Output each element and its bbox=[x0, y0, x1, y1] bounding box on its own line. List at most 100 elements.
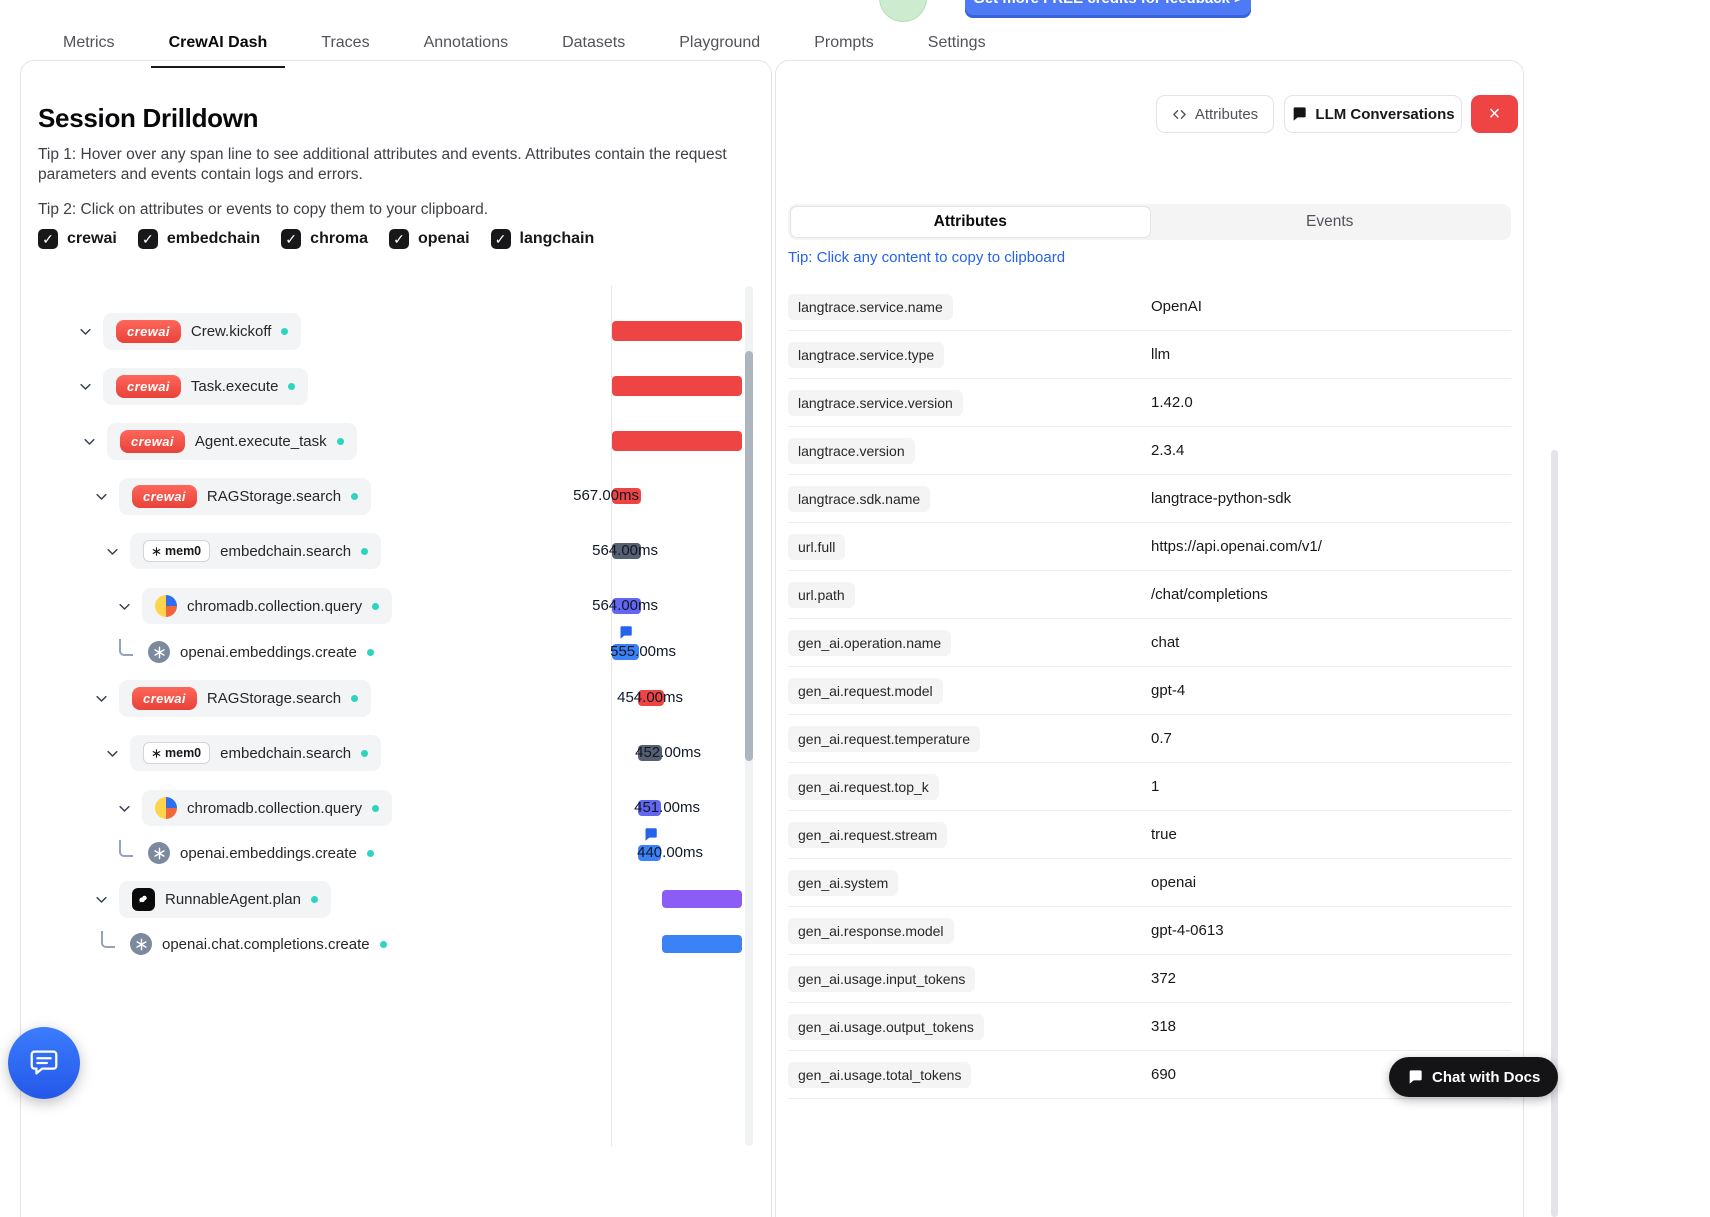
attr-key[interactable]: langtrace.service.version bbox=[788, 389, 963, 416]
attr-value[interactable]: 2.3.4 bbox=[1151, 442, 1185, 459]
chevron-down-icon[interactable] bbox=[105, 543, 121, 559]
attr-key[interactable]: gen_ai.system bbox=[788, 869, 899, 896]
attr-value[interactable]: llm bbox=[1151, 346, 1171, 363]
attributes-view-button[interactable]: Attributes bbox=[1156, 95, 1274, 133]
tab-datasets[interactable]: Datasets bbox=[562, 34, 626, 51]
span-duration-bar[interactable] bbox=[638, 745, 662, 761]
span-duration-bar[interactable] bbox=[638, 690, 664, 706]
span-duration-bar[interactable] bbox=[612, 376, 742, 396]
span-row[interactable]: chromadb.collection.query bbox=[142, 790, 393, 826]
attr-key[interactable]: gen_ai.request.stream bbox=[788, 821, 948, 848]
tab-annotations[interactable]: Annotations bbox=[423, 34, 509, 51]
tab-attributes[interactable]: Attributes bbox=[790, 206, 1151, 238]
attr-value[interactable]: https://api.openai.com/v1/ bbox=[1151, 538, 1322, 555]
attr-value[interactable]: chat bbox=[1151, 634, 1180, 651]
attr-value[interactable]: gpt-4 bbox=[1151, 682, 1186, 699]
span-duration-bar[interactable] bbox=[662, 890, 742, 908]
attr-value[interactable]: 1 bbox=[1151, 778, 1160, 795]
tab-traces[interactable]: Traces bbox=[321, 34, 370, 51]
span-row[interactable]: RunnableAgent.plan bbox=[119, 880, 331, 918]
attr-key[interactable]: gen_ai.usage.input_tokens bbox=[788, 965, 976, 992]
attr-value[interactable]: gpt-4-0613 bbox=[1151, 922, 1224, 939]
chevron-down-icon[interactable] bbox=[82, 433, 98, 449]
span-row[interactable]: openai.embeddings.create bbox=[144, 634, 387, 670]
span-row[interactable]: crewai Task.execute bbox=[103, 367, 309, 405]
checkbox-crewai[interactable]: ✓ bbox=[38, 229, 58, 249]
attr-value[interactable]: langtrace-python-sdk bbox=[1151, 490, 1292, 507]
span-row[interactable]: openai.embeddings.create bbox=[144, 835, 387, 871]
tab-events[interactable]: Events bbox=[1306, 213, 1354, 230]
chevron-down-icon[interactable] bbox=[94, 891, 110, 907]
attr-value[interactable]: true bbox=[1151, 826, 1177, 843]
span-row[interactable]: mem0 embedchain.search bbox=[130, 533, 382, 569]
chat-launcher-button[interactable] bbox=[8, 1027, 80, 1099]
span-duration-label: 452.00ms bbox=[635, 744, 701, 761]
close-button[interactable]: × bbox=[1471, 95, 1518, 133]
chevron-down-icon[interactable] bbox=[117, 800, 133, 816]
attr-value[interactable]: 0.7 bbox=[1151, 730, 1172, 747]
attr-key[interactable]: langtrace.service.type bbox=[788, 341, 945, 368]
attr-key[interactable]: gen_ai.request.temperature bbox=[788, 725, 980, 752]
user-avatar[interactable] bbox=[879, 0, 927, 22]
span-duration-bar[interactable] bbox=[612, 321, 742, 341]
attr-key[interactable]: gen_ai.operation.name bbox=[788, 629, 952, 656]
attr-key[interactable]: langtrace.version bbox=[788, 437, 915, 464]
attr-value[interactable]: 318 bbox=[1151, 1018, 1177, 1035]
attr-value[interactable]: openai bbox=[1151, 874, 1197, 891]
tab-metrics[interactable]: Metrics bbox=[63, 34, 115, 51]
attr-key[interactable]: langtrace.service.name bbox=[788, 293, 953, 320]
attr-key[interactable]: gen_ai.usage.total_tokens bbox=[788, 1061, 972, 1088]
attr-key[interactable]: langtrace.sdk.name bbox=[788, 485, 931, 512]
checkbox-embedchain[interactable]: ✓ bbox=[137, 229, 158, 249]
span-row[interactable]: mem0 embedchain.search bbox=[130, 735, 382, 771]
llm-conversation-marker-icon[interactable] bbox=[643, 827, 658, 847]
span-duration-bar[interactable] bbox=[638, 845, 661, 861]
span-row[interactable]: crewai RAGStorage.search bbox=[119, 679, 372, 717]
span-row[interactable]: openai.chat.completions.create bbox=[126, 926, 400, 962]
attr-key[interactable]: gen_ai.response.model bbox=[788, 917, 954, 944]
chevron-down-icon[interactable] bbox=[105, 745, 121, 761]
checkbox-langchain[interactable]: ✓ bbox=[490, 229, 511, 249]
span-duration-label: 564.00ms bbox=[592, 597, 658, 614]
span-row[interactable]: crewai Agent.execute_task bbox=[107, 422, 357, 460]
attr-value[interactable]: /chat/completions bbox=[1151, 586, 1268, 603]
span-duration-bar[interactable] bbox=[612, 644, 639, 660]
checkbox-openai[interactable]: ✓ bbox=[388, 229, 409, 249]
llm-conversations-button[interactable]: LLM Conversations bbox=[1284, 95, 1462, 133]
tab-settings[interactable]: Settings bbox=[927, 34, 986, 51]
attr-value[interactable]: OpenAI bbox=[1151, 298, 1202, 315]
attr-key[interactable]: gen_ai.request.top_k bbox=[788, 773, 939, 800]
attr-value[interactable]: 1.42.0 bbox=[1151, 394, 1193, 411]
span-duration-bar[interactable] bbox=[662, 935, 742, 953]
llm-conversation-marker-icon[interactable] bbox=[618, 625, 633, 645]
span-duration-bar[interactable] bbox=[612, 431, 742, 451]
span-row[interactable]: chromadb.collection.query bbox=[142, 588, 393, 624]
chevron-down-icon[interactable] bbox=[78, 323, 94, 339]
page-scrollbar-thumb[interactable] bbox=[1551, 450, 1558, 1217]
chevron-down-icon[interactable] bbox=[94, 488, 110, 504]
attr-key[interactable]: url.full bbox=[788, 533, 846, 560]
span-duration-bar[interactable] bbox=[612, 543, 641, 559]
tab-prompts[interactable]: Prompts bbox=[814, 34, 874, 51]
free-credits-button[interactable]: Get more FREE credits for feedback > bbox=[965, 0, 1251, 18]
attr-key[interactable]: gen_ai.request.model bbox=[788, 677, 943, 704]
tree-scrollbar-thumb[interactable] bbox=[745, 351, 753, 761]
chat-with-docs-button[interactable]: Chat with Docs bbox=[1389, 1057, 1559, 1097]
span-row[interactable]: crewai Crew.kickoff bbox=[103, 312, 302, 350]
table-row: gen_ai.request.temperature 0.7 bbox=[788, 715, 1511, 763]
tab-playground[interactable]: Playground bbox=[679, 34, 761, 51]
checkmark-icon: ✓ bbox=[42, 231, 54, 247]
chevron-down-icon[interactable] bbox=[94, 690, 110, 706]
attr-value[interactable]: 372 bbox=[1151, 970, 1177, 987]
tab-crewai-dash[interactable]: CrewAI Dash bbox=[150, 34, 286, 68]
checkbox-chroma[interactable]: ✓ bbox=[281, 229, 302, 249]
chevron-down-icon[interactable] bbox=[78, 378, 94, 394]
chevron-down-icon[interactable] bbox=[117, 598, 133, 614]
span-duration-bar[interactable] bbox=[612, 598, 641, 614]
attr-key[interactable]: url.path bbox=[788, 581, 855, 608]
span-duration-bar[interactable] bbox=[612, 488, 641, 504]
span-duration-bar[interactable] bbox=[638, 800, 661, 816]
attr-key[interactable]: gen_ai.usage.output_tokens bbox=[788, 1013, 984, 1040]
span-row[interactable]: crewai RAGStorage.search bbox=[119, 477, 372, 515]
attr-value[interactable]: 690 bbox=[1151, 1066, 1177, 1083]
